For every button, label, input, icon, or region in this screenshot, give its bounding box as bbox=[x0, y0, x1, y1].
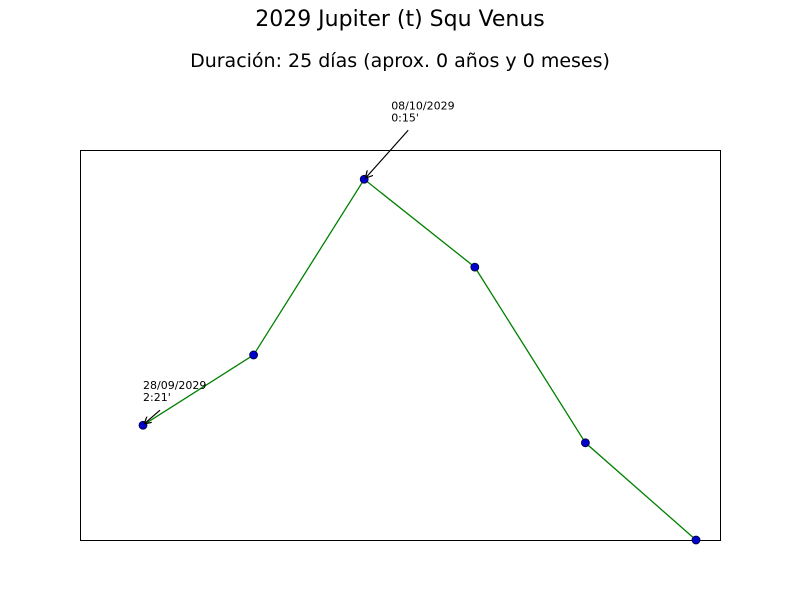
annotation-value-0: 2:21' bbox=[143, 391, 171, 404]
chart-title: 2029 Jupiter (t) Squ Venus bbox=[255, 7, 545, 32]
data-point-5 bbox=[691, 535, 701, 545]
data-point-1 bbox=[249, 350, 259, 360]
annotation-date-0: 28/09/2029 bbox=[143, 379, 206, 392]
annotation-arrow-0 bbox=[145, 409, 161, 423]
data-point-3 bbox=[470, 262, 480, 272]
series-line bbox=[142, 178, 697, 541]
chart-subtitle: Duración: 25 días (aprox. 0 años y 0 mes… bbox=[190, 50, 610, 72]
annotation-arrow-1 bbox=[366, 129, 409, 177]
data-point-4 bbox=[581, 438, 590, 448]
annotation-value-1: 0:15' bbox=[391, 111, 419, 124]
annotation-date-1: 08/10/2029 bbox=[391, 99, 454, 112]
plot-area-frame bbox=[80, 150, 721, 541]
